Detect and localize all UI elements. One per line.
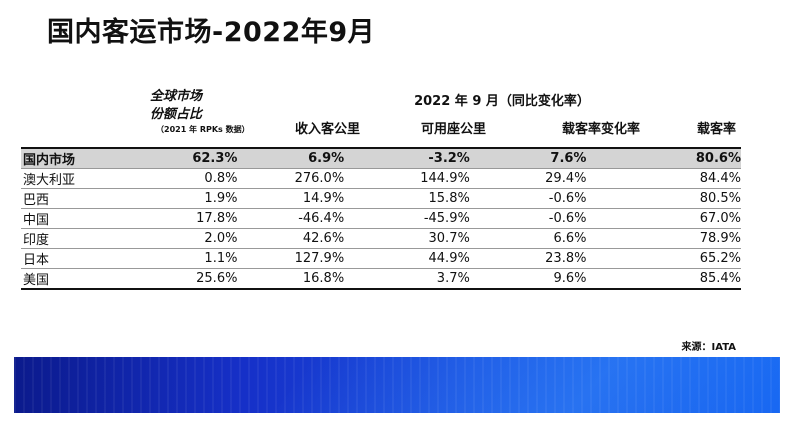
source-note: 来源：IATA: [681, 342, 736, 353]
cell-ask: 3.7%: [344, 268, 470, 290]
cell-name: 国内市场: [21, 147, 133, 169]
table-row: 国内市场 62.3% 6.9% -3.2% 7.6% 80.6%: [21, 147, 741, 169]
table-row: 巴西 1.9% 14.9% 15.8% -0.6% 80.5%: [21, 188, 741, 209]
data-table: 国内市场 62.3% 6.9% -3.2% 7.6% 80.6% 澳大利亚 0.8% 276.0…: [21, 147, 741, 290]
cell-plf-change: 29.4%: [469, 168, 587, 189]
col-header-plf-change: 载客率变化率: [561, 122, 640, 137]
cell-ask: -3.2%: [344, 147, 470, 169]
cell-rpk: 42.6%: [237, 228, 345, 249]
table-row: 澳大利亚 0.8% 276.0% 144.9% 29.4% 84.4%: [21, 168, 741, 189]
footer-banner: [14, 357, 780, 413]
cell-share: 0.8%: [132, 168, 238, 189]
cell-rpk: 14.9%: [237, 188, 345, 209]
cell-plf: 85.4%: [586, 268, 741, 290]
cell-ask: 44.9%: [344, 248, 470, 269]
cell-share: 1.1%: [132, 248, 238, 269]
page-title: 国内客运市场-2022年9月: [47, 17, 376, 48]
table-row: 日本 1.1% 127.9% 44.9% 23.8% 65.2%: [21, 248, 741, 269]
cell-rpk: -46.4%: [237, 208, 345, 229]
cell-name: 中国: [21, 208, 133, 229]
col-header-plf: 载客率: [696, 122, 736, 137]
cell-share: 2.0%: [132, 228, 238, 249]
global-share-header: 全球市场 份额占比 （2021 年 RPKs 数据）: [150, 88, 250, 135]
cell-name: 日本: [21, 248, 133, 269]
global-share-note: （2021 年 RPKs 数据）: [156, 125, 250, 134]
cell-ask: -45.9%: [344, 208, 470, 229]
cell-ask: 30.7%: [344, 228, 470, 249]
cell-rpk: 127.9%: [237, 248, 345, 269]
cell-plf: 80.6%: [586, 147, 741, 169]
cell-ask: 144.9%: [344, 168, 470, 189]
table-row: 印度 2.0% 42.6% 30.7% 6.6% 78.9%: [21, 228, 741, 249]
cell-plf-change: 6.6%: [469, 228, 587, 249]
banner-texture: [14, 357, 780, 413]
col-header-rpk: 收入客公里: [294, 122, 360, 137]
cell-ask: 15.8%: [344, 188, 470, 209]
cell-name: 美国: [21, 268, 133, 290]
cell-plf: 80.5%: [586, 188, 741, 209]
cell-rpk: 276.0%: [237, 168, 345, 189]
global-share-line1: 全球市场: [150, 89, 203, 104]
table-row: 中国 17.8% -46.4% -45.9% -0.6% 67.0%: [21, 208, 741, 229]
cell-share: 62.3%: [132, 147, 238, 169]
cell-name: 印度: [21, 228, 133, 249]
cell-name: 巴西: [21, 188, 133, 209]
period-header: 2022 年 9 月（同比变化率）: [414, 94, 590, 109]
cell-plf: 65.2%: [586, 248, 741, 269]
cell-name: 澳大利亚: [21, 168, 133, 189]
cell-plf-change: 23.8%: [469, 248, 587, 269]
cell-share: 17.8%: [132, 208, 238, 229]
cell-plf: 67.0%: [586, 208, 741, 229]
table-row: 美国 25.6% 16.8% 3.7% 9.6% 85.4%: [21, 268, 741, 290]
cell-plf-change: 9.6%: [469, 268, 587, 290]
global-share-line2: 份额占比: [150, 107, 203, 122]
cell-rpk: 16.8%: [237, 268, 345, 290]
cell-share: 25.6%: [132, 268, 238, 290]
cell-share: 1.9%: [132, 188, 238, 209]
cell-plf-change: -0.6%: [469, 188, 587, 209]
cell-plf: 84.4%: [586, 168, 741, 189]
cell-plf-change: -0.6%: [469, 208, 587, 229]
cell-rpk: 6.9%: [237, 147, 345, 169]
cell-plf-change: 7.6%: [469, 147, 587, 169]
col-header-ask: 可用座公里: [420, 122, 486, 137]
cell-plf: 78.9%: [586, 228, 741, 249]
